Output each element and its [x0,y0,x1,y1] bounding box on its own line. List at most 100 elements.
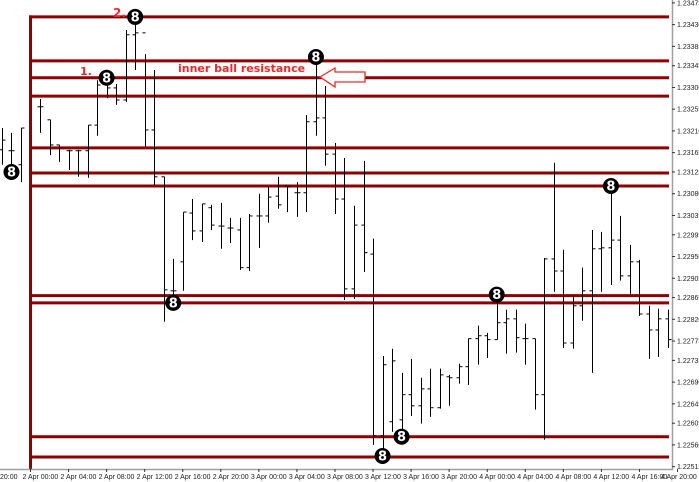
ohlc-bar [18,127,25,183]
price-tick-label: 1.23125 [677,169,699,176]
ball-icon [488,286,505,303]
time-tick-label: 4 Apr 00:00 [479,474,515,481]
ohlc-bar [418,377,425,424]
time-tick-label: 20:00 [0,474,18,481]
ohlc-bar [399,372,406,433]
price-tick-label: 1.23430 [677,22,699,29]
price-tick-label: 1.23210 [677,128,699,135]
time-tick-label: 4 Apr 20:00 [661,474,697,481]
time-tick-label: 4 Apr 16:00 [631,474,667,481]
price-tick-label: 1.22950 [677,254,699,261]
ohlc-bar [256,193,263,248]
ohlc-bar [570,295,577,349]
time-tick-label: 2 Apr 08:00 [99,474,135,481]
price-tick-label: 1.22690 [677,380,699,387]
ohlc-bar [665,309,672,348]
ohlc-bar [151,70,158,186]
time-tick-label: 4 Apr 04:00 [517,474,553,481]
ohlc-bar [389,348,396,432]
time-tick-label: 3 Apr 20:00 [441,474,477,481]
ball-label: 8 [606,179,615,194]
ohlc-bar [113,84,120,105]
ohlc-bar [275,176,282,209]
ohlc-bar [199,203,206,243]
price-tick-label: 1.23345 [677,63,699,70]
ohlc-bar [218,202,225,249]
price-axis: 1.23475 1.23430 1.23385 1.23345 1.23300 1.232… [671,0,699,471]
ohlc-bar [85,124,92,178]
price-tick-label: 1.23385 [677,44,699,51]
ball-marker: 8 [374,448,391,465]
price-tick-label: 1.23035 [677,213,699,220]
ball-marker: 8 [98,69,115,86]
ball-marker: 8 [165,294,182,311]
ohlc-bar [636,259,643,316]
time-axis: 20:00 2 Apr 00:00 2 Apr 04:00 2 Apr 08:00 2 … [0,468,697,481]
time-tick-label: 2 Apr 20:00 [213,474,249,481]
time-tick-label: 3 Apr 16:00 [403,474,439,481]
ball-label: 8 [131,10,140,25]
time-tick-label: 3 Apr 08:00 [327,474,363,481]
time-tick-label: 2 Apr 04:00 [61,474,97,481]
ohlc-bar [94,80,101,136]
ohlc-bar [598,231,605,292]
ohlc-bar [332,142,339,215]
price-tick-label: 1.22645 [677,401,699,408]
ball-marker: 8 [307,49,324,66]
ohlc-bar [560,249,567,348]
ohlc-bar [170,258,177,300]
ball-icon [3,163,20,180]
ohlc-bar [341,157,348,300]
time-tick-label: 4 Apr 12:00 [593,474,629,481]
ball-label: 8 [102,71,111,86]
ohlc-bar [646,305,653,359]
ohlc-bar [265,186,272,223]
ohlc-bar [123,29,130,102]
ohlc-bar [66,149,73,171]
price-tick-label: 1.23080 [677,191,699,198]
ball-icon [127,8,144,25]
ohlc-bars [0,12,672,455]
horizontal-levels [29,15,669,469]
ball-icon [602,177,619,194]
ball-marker: 8 [3,163,20,180]
price-tick-label: 1.23165 [677,150,699,157]
ohlc-bar [465,338,472,386]
resistance-note: inner ball resistance [178,62,305,75]
ohlc-bar [475,325,482,365]
ball-label: 8 [7,165,16,180]
time-tick-label: 2 Apr 00:00 [23,474,59,481]
ball-label: 8 [397,430,406,445]
ohlc-bar [484,332,491,358]
ohlc-bar [180,211,187,291]
time-tick-label: 2 Apr 16:00 [175,474,211,481]
ohlc-bar [655,308,662,357]
ohlc-bar [189,199,196,241]
ball-icon [307,49,324,66]
ohlc-bar [361,160,368,272]
price-tick-label: 1.22820 [677,317,699,324]
ohlc-bar [284,185,291,213]
ohlc-bar [608,185,615,286]
price-tick-label: 1.22775 [677,339,699,346]
ohlc-bar [370,238,377,445]
ohlc-bar [408,358,415,416]
time-tick-label: 3 Apr 04:00 [289,474,325,481]
ball-label: 8 [311,51,320,66]
ohlc-bar [208,204,215,230]
ohlc-bar [437,368,444,409]
ohlc-bar [589,229,596,373]
price-tick-label: 1.22905 [677,276,699,283]
ball-label: 8 [492,288,501,303]
ball-label: 8 [378,450,387,465]
ball-icon [165,294,182,311]
ohlc-bar [37,99,44,133]
price-tick-label: 1.22735 [677,358,699,365]
ohlc-bar [313,55,320,136]
price-tick-label: 1.23300 [677,85,699,92]
ohlc-bar [56,144,63,162]
ball-icon [393,428,410,445]
ohlc-bar [47,119,54,156]
ohlc-bar [351,205,358,300]
